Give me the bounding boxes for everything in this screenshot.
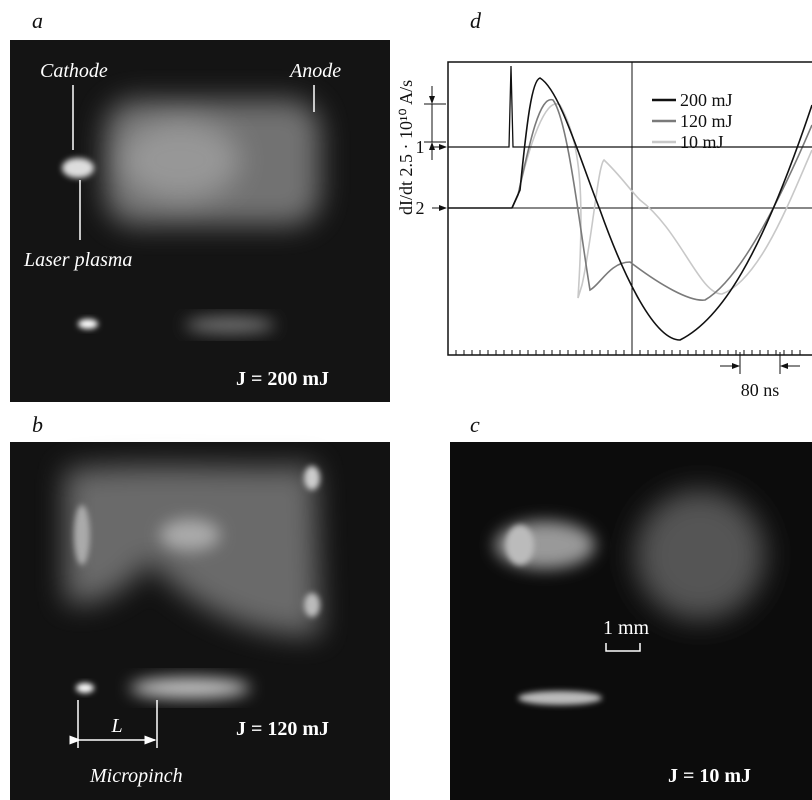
energy-label: J = 120 mJ [236, 718, 329, 740]
panel-label: d [470, 8, 482, 33]
time-scale-label: 80 ns [741, 380, 780, 400]
panel-label: a [32, 8, 43, 33]
scale-bracket [424, 86, 800, 374]
legend: 200 mJ 120 mJ 10 mJ [652, 90, 733, 152]
scale-bar [605, 643, 641, 652]
panel-label: c [470, 412, 480, 437]
laser-plasma-label: Laser plasma [23, 249, 132, 271]
legend-label: 200 mJ [680, 90, 733, 110]
scale-label: 1 mm [603, 617, 650, 639]
channel-label: 2 [416, 198, 425, 218]
length-label: L [110, 715, 122, 737]
traces [448, 65, 812, 341]
energy-label: J = 10 mJ [668, 765, 751, 787]
micropinch-label: Micropinch [89, 765, 183, 787]
legend-label: 120 mJ [680, 111, 733, 131]
photo-c [450, 442, 812, 800]
anode-label: Anode [288, 60, 341, 82]
energy-label: J = 200 mJ [236, 368, 329, 390]
cathode-label: Cathode [40, 60, 108, 82]
channel-label: 1 [416, 137, 425, 157]
legend-label: 10 mJ [680, 132, 724, 152]
y-axis-label: dI/dt 2.5 · 10¹⁰ A/s [396, 80, 416, 215]
photo-a [10, 40, 390, 402]
length-bracket [69, 700, 158, 748]
panel-label: b [32, 412, 43, 437]
photo-b [10, 442, 390, 800]
